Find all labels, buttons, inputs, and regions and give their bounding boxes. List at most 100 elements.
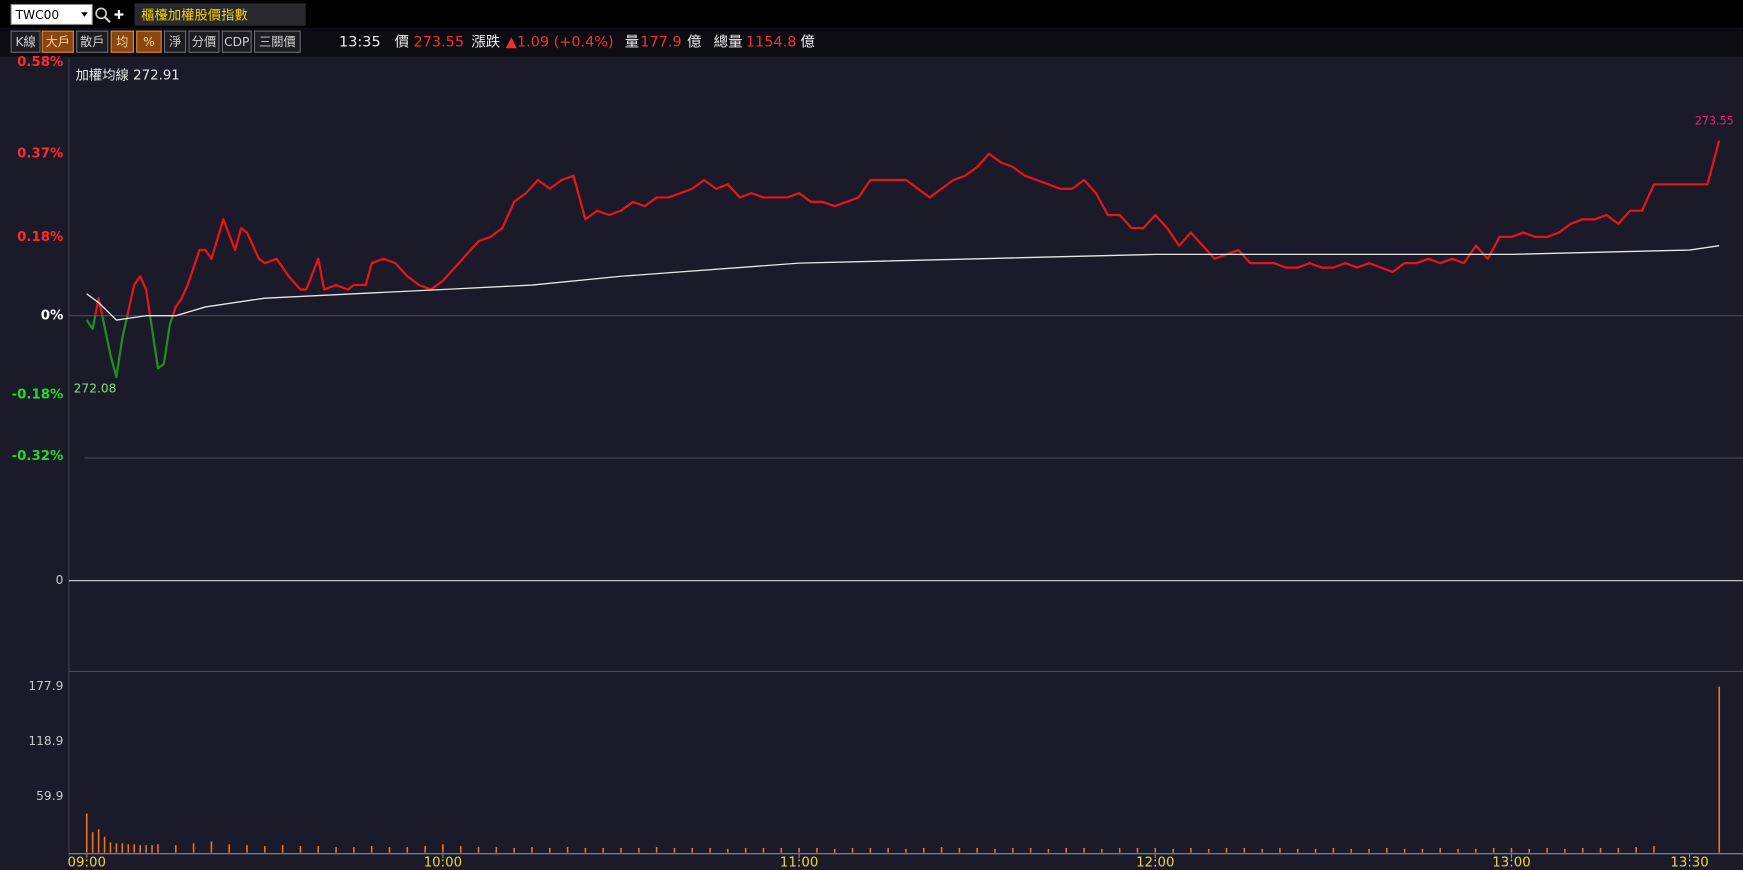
annotation: 272.08 (74, 382, 117, 396)
add-button[interactable] (114, 10, 124, 19)
y-tick-label: 0.37% (17, 147, 63, 162)
volume-bar (1047, 848, 1050, 853)
volume-bar (905, 848, 907, 853)
volume-bar (638, 847, 640, 853)
volume-bar (103, 836, 106, 853)
volume-bar (1083, 847, 1085, 853)
volume-bar (1492, 847, 1495, 853)
volume-bar (246, 845, 248, 853)
x-tick-label: 13:00 (1492, 856, 1530, 870)
toolbar-button[interactable] (10, 30, 41, 53)
volume-bar (1332, 847, 1335, 853)
volume-bar (1564, 848, 1566, 853)
volume: 177.9 (640, 34, 681, 50)
search-icon-handle (103, 15, 111, 24)
volume-bar (1581, 847, 1584, 853)
quote-time: 13:35 (339, 34, 381, 50)
search-icon[interactable] (95, 7, 107, 20)
volume-bar (1599, 847, 1602, 853)
toolbar-button[interactable] (136, 30, 162, 53)
volume-bar (1528, 848, 1531, 853)
volume-bar (192, 843, 195, 853)
volume-bar (424, 846, 426, 853)
volume-bar (1439, 847, 1442, 853)
volume-bar (1368, 848, 1370, 853)
volume-bar (1296, 848, 1299, 853)
volume-bar (477, 847, 480, 853)
volume-bar (442, 844, 444, 853)
symbol-input[interactable] (10, 3, 93, 26)
volume-bar (602, 847, 604, 853)
y-tick-label: 0.18% (17, 230, 63, 245)
legend: 加權均線 272.91 (76, 68, 180, 84)
price-label: 價 (395, 33, 409, 50)
volume-bar (548, 847, 551, 853)
volume-bar (1386, 847, 1388, 853)
volume-bar (317, 846, 320, 853)
volume-bar (115, 843, 118, 853)
volume-bar (1421, 848, 1424, 853)
x-tick-label: 09:00 (68, 856, 106, 870)
y-tick-label: 118.9 (28, 734, 63, 748)
volume-bar (1350, 848, 1352, 853)
toolbar-button-label: % (143, 35, 155, 49)
volume-bar (97, 829, 100, 853)
toolbar-button[interactable] (188, 30, 220, 53)
toolbar-button[interactable] (76, 30, 109, 53)
volume-bar (1510, 847, 1513, 853)
volume-bar (495, 847, 498, 853)
volume-bar (127, 844, 130, 853)
volume-bar (264, 846, 266, 853)
volume-bar (406, 847, 409, 853)
toolbar-button[interactable] (254, 30, 301, 53)
total-unit: 億 (800, 33, 814, 50)
toolbar-button-label: 分價 (192, 35, 216, 49)
volume-bar (727, 848, 729, 853)
volume-bar (1190, 847, 1192, 853)
x-tick-label: 13:30 (1670, 856, 1708, 870)
volume-bar (228, 844, 230, 853)
volume-bar (566, 847, 569, 853)
volume-bar (620, 847, 622, 853)
volume-bar (1475, 848, 1477, 853)
volume-bar (1012, 847, 1014, 853)
y-tick-label: -0.32% (12, 449, 64, 464)
toolbar-button-label: 散戶 (80, 34, 104, 49)
toolbar-button[interactable] (221, 30, 252, 53)
toolbar-button[interactable] (163, 30, 187, 53)
toolbar-button-label: CDP (224, 35, 249, 49)
volume-bar (584, 847, 587, 853)
volume-bar (833, 848, 836, 853)
volume-label: 量 (625, 34, 639, 50)
volume-bar (353, 847, 355, 853)
volume-bar (133, 844, 135, 853)
toolbar-button[interactable] (41, 30, 74, 53)
volume-bar (673, 847, 676, 853)
volume-bar (851, 847, 854, 853)
volume-bar (145, 845, 147, 853)
volume-bar (531, 847, 533, 853)
volume-bar (887, 847, 889, 853)
volume-bar (1225, 847, 1228, 853)
volume-bar (1118, 847, 1121, 853)
volume-bar (994, 848, 996, 853)
legend-value: 272.91 (133, 69, 180, 84)
volume-bar (744, 847, 747, 853)
volume-bar (1261, 848, 1263, 853)
volume-bar (151, 845, 153, 853)
toolbar-buttons: K線 大戶 散戶均% 淨分價 CDP 三關價 (10, 30, 301, 53)
toolbar-button-label: K線 (15, 34, 35, 49)
volume-bar (1457, 848, 1459, 853)
dropdown-arrow[interactable] (81, 12, 88, 17)
toolbar-button[interactable] (110, 30, 134, 53)
y-tick-label: 0.58% (17, 55, 63, 70)
volume-bar (1718, 686, 1721, 853)
total: 1154.8 (746, 34, 797, 50)
volume-bar (174, 845, 177, 853)
x-tick-label: 12:00 (1136, 856, 1174, 870)
volume-unit: 億 (687, 33, 701, 50)
volume-bar (762, 847, 765, 853)
volume-bar (655, 847, 658, 853)
volume-bar (922, 847, 925, 853)
